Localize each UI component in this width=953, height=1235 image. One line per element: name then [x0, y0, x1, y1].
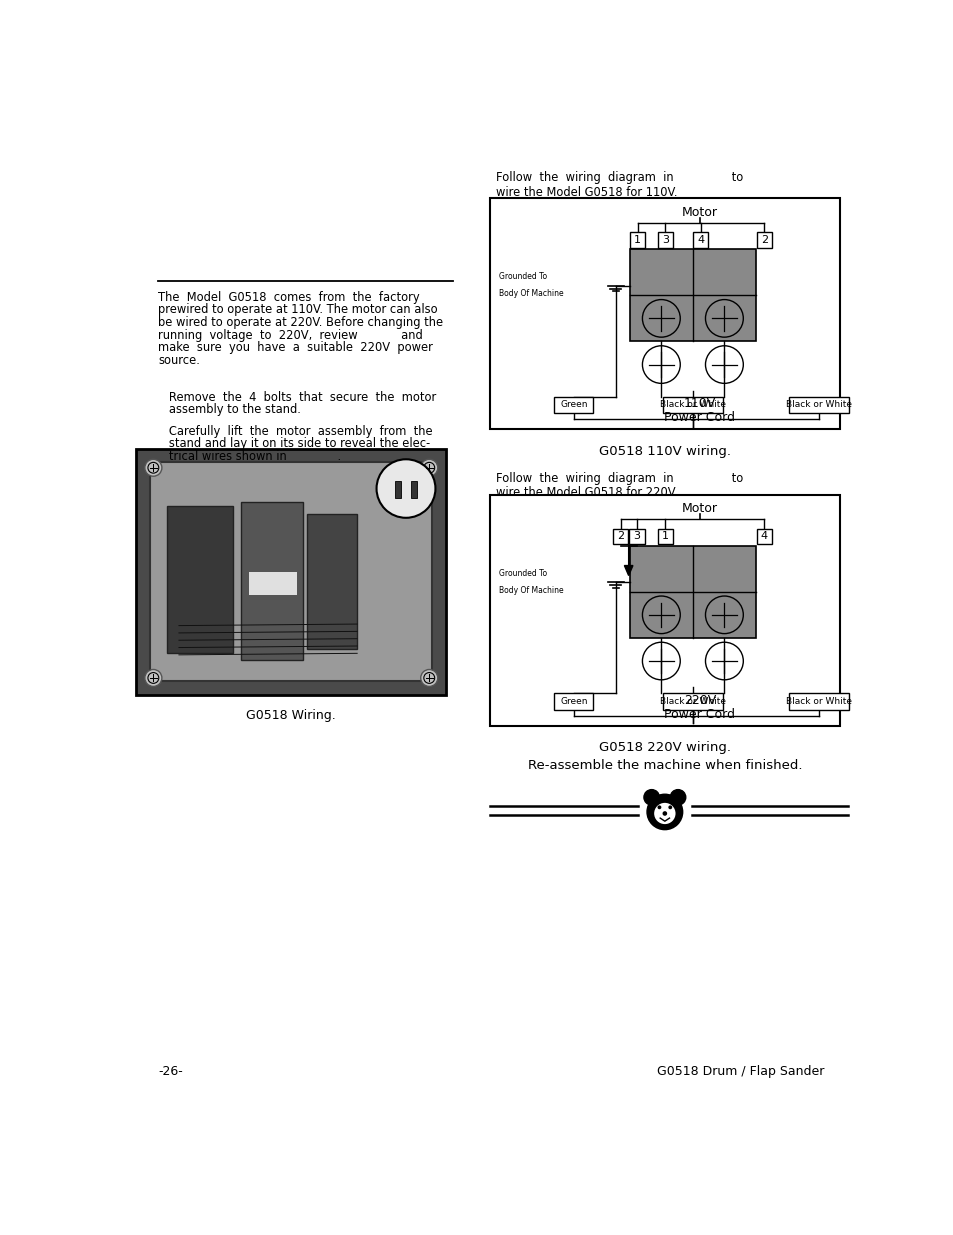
Text: Motor: Motor: [681, 205, 717, 219]
Text: Green: Green: [559, 400, 587, 410]
Bar: [150, 462, 432, 680]
Text: 2: 2: [617, 531, 623, 541]
Bar: [136, 448, 446, 695]
Circle shape: [145, 459, 162, 477]
Text: be wired to operate at 220V. Before changing the: be wired to operate at 220V. Before chan…: [158, 316, 442, 329]
Text: Black or White: Black or White: [659, 400, 725, 410]
Circle shape: [420, 459, 437, 477]
Bar: [489, 495, 840, 726]
Circle shape: [661, 811, 666, 816]
Circle shape: [654, 803, 675, 824]
Bar: [756, 232, 771, 247]
Text: -26-: -26-: [158, 1065, 183, 1078]
Text: stand and lay it on its side to reveal the elec-: stand and lay it on its side to reveal t…: [158, 437, 430, 451]
Bar: [629, 249, 755, 341]
Text: Grounded To: Grounded To: [498, 273, 547, 282]
Circle shape: [668, 805, 672, 809]
Circle shape: [376, 459, 435, 517]
Text: source.: source.: [158, 354, 200, 367]
Bar: [662, 693, 722, 710]
Text: Remove  the  4  bolts  that  secure  the  motor: Remove the 4 bolts that secure the motor: [158, 390, 436, 404]
Text: Motor: Motor: [681, 503, 717, 515]
Text: 110V: 110V: [683, 398, 716, 410]
Bar: [657, 529, 673, 543]
Bar: [554, 693, 593, 710]
Text: The  Model  G0518  comes  from  the  factory: The Model G0518 comes from the factory: [158, 290, 419, 304]
Bar: [629, 546, 755, 638]
Bar: [629, 232, 644, 247]
Text: Body Of Machine: Body Of Machine: [498, 585, 563, 594]
Text: Grounded To: Grounded To: [498, 569, 547, 578]
Bar: [307, 514, 356, 648]
Bar: [612, 529, 628, 543]
Bar: [249, 572, 296, 595]
Circle shape: [643, 789, 659, 805]
Text: G0518 Drum / Flap Sander: G0518 Drum / Flap Sander: [657, 1065, 823, 1078]
Text: 1: 1: [634, 235, 640, 245]
Text: Black or White: Black or White: [785, 697, 851, 706]
Bar: [692, 232, 708, 247]
Bar: [167, 506, 233, 652]
Bar: [657, 232, 673, 247]
Bar: [662, 396, 722, 412]
Text: Green: Green: [559, 697, 587, 706]
Text: Follow  the  wiring  diagram  in                to: Follow the wiring diagram in to: [496, 472, 742, 484]
Text: Black or White: Black or White: [785, 400, 851, 410]
Bar: [395, 480, 401, 498]
Bar: [788, 693, 848, 710]
Text: 220V: 220V: [683, 694, 716, 706]
Bar: [489, 199, 840, 430]
Circle shape: [646, 794, 682, 830]
Text: Follow  the  wiring  diagram  in                to: Follow the wiring diagram in to: [496, 172, 742, 184]
Text: 4: 4: [760, 531, 767, 541]
Bar: [756, 529, 771, 543]
Circle shape: [670, 789, 685, 805]
Text: 2: 2: [760, 235, 767, 245]
Text: G0518 110V wiring.: G0518 110V wiring.: [598, 445, 730, 458]
Text: 3: 3: [633, 531, 639, 541]
Circle shape: [657, 805, 660, 809]
Bar: [241, 503, 303, 661]
Text: Black or White: Black or White: [659, 697, 725, 706]
Bar: [410, 480, 416, 498]
Circle shape: [145, 669, 162, 687]
Text: 4: 4: [697, 235, 703, 245]
Text: trical wires shown in              .: trical wires shown in .: [158, 450, 341, 463]
Text: G0518 220V wiring.: G0518 220V wiring.: [598, 741, 730, 755]
Text: assembly to the stand.: assembly to the stand.: [158, 404, 300, 416]
Text: wire the Model G0518 for 220V.: wire the Model G0518 for 220V.: [496, 487, 677, 499]
Circle shape: [420, 669, 437, 687]
Text: Re-assemble the machine when finished.: Re-assemble the machine when finished.: [527, 758, 801, 772]
Text: running  voltage  to  220V,  review            and: running voltage to 220V, review and: [158, 329, 422, 342]
Text: Power Cord: Power Cord: [663, 708, 735, 721]
Bar: [628, 529, 644, 543]
Text: 3: 3: [661, 235, 668, 245]
Text: G0518 Wiring.: G0518 Wiring.: [246, 709, 335, 721]
Text: 1: 1: [661, 531, 668, 541]
Text: make  sure  you  have  a  suitable  220V  power: make sure you have a suitable 220V power: [158, 341, 433, 354]
Text: prewired to operate at 110V. The motor can also: prewired to operate at 110V. The motor c…: [158, 304, 437, 316]
Text: Power Cord: Power Cord: [663, 411, 735, 424]
Text: wire the Model G0518 for 110V.: wire the Model G0518 for 110V.: [496, 186, 677, 199]
Polygon shape: [624, 566, 632, 576]
Bar: [554, 396, 593, 412]
Bar: [788, 396, 848, 412]
Text: Carefully  lift  the  motor  assembly  from  the: Carefully lift the motor assembly from t…: [158, 425, 432, 437]
Text: Body Of Machine: Body Of Machine: [498, 289, 563, 298]
